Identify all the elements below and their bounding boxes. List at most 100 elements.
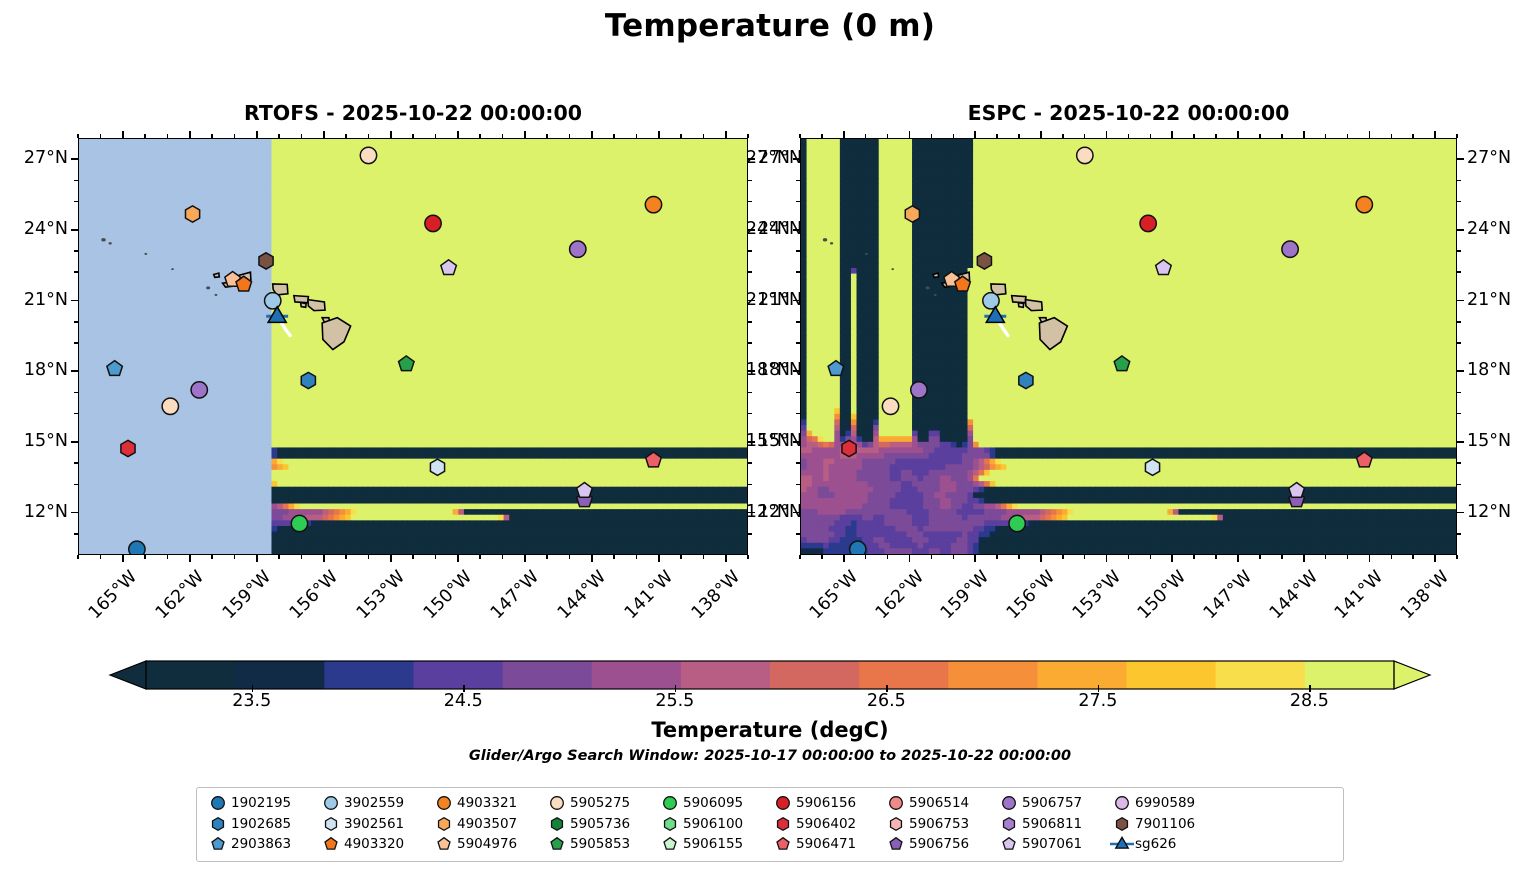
x-tick-major-top	[590, 131, 593, 138]
y-tick-minor	[748, 179, 752, 182]
legend-item-label: 5905853	[570, 836, 631, 853]
x-tick-major	[974, 555, 977, 562]
y-tick-label: 24°N	[23, 218, 68, 239]
legend-item-2903863[interactable]: 2903863	[205, 835, 318, 853]
legend-item-5904976[interactable]: 5904976	[431, 835, 544, 853]
triangle-marker-icon	[1109, 835, 1135, 853]
legend-item-sg626[interactable]: sg626	[1109, 835, 1222, 853]
hexagon-marker-icon	[431, 815, 457, 833]
panel-title-rtofs: RTOFS - 2025-10-22 00:00:00	[243, 101, 583, 125]
hexagon-marker-icon	[544, 815, 570, 833]
legend-item-5906811[interactable]: 5906811	[996, 815, 1109, 833]
platform-legend[interactable]: 1902195 3902559 4903321 5905275 5906095 59061…	[196, 787, 1344, 862]
hexagon-marker-icon	[996, 815, 1022, 833]
legend-item-5906402[interactable]: 5906402	[770, 815, 883, 833]
x-tick-major-top	[389, 131, 392, 138]
x-tick-minor	[1259, 555, 1261, 559]
search-window-text: Glider/Argo Search Window: 2025-10-17 00…	[468, 748, 1072, 764]
legend-item-4903321[interactable]: 4903321	[431, 794, 544, 812]
legend-item-3902559[interactable]: 3902559	[318, 794, 431, 812]
x-tick-major-top	[322, 131, 325, 138]
legend-item-5905736[interactable]: 5905736	[544, 815, 657, 833]
x-tick-label: 153°W	[1068, 567, 1125, 624]
y-tick-minor	[1457, 462, 1461, 464]
x-tick-label: 138°W	[687, 567, 744, 624]
legend-item-5905853[interactable]: 5905853	[544, 835, 657, 853]
hexagon-marker-icon	[883, 815, 909, 833]
x-tick-major	[523, 555, 526, 562]
legend-item-label: sg626	[1135, 836, 1177, 853]
x-tick-major-top	[908, 131, 911, 138]
y-tick-minor	[748, 200, 752, 203]
legend-item-5906156[interactable]: 5906156	[770, 794, 883, 812]
colorbar[interactable]: 23.5 24.5 25.5 26.5 27.5 28.5	[108, 660, 1432, 711]
x-tick-major-top	[188, 131, 191, 138]
legend-item-5906756[interactable]: 5906756	[883, 835, 996, 853]
x-tick-label: 141°W	[1331, 567, 1388, 624]
y-tick-label: 27°N	[1467, 148, 1512, 169]
x-tick-minor	[300, 555, 303, 559]
legend-item-5906753[interactable]: 5906753	[883, 815, 996, 833]
x-tick-minor	[886, 555, 889, 559]
legend-item-4903320[interactable]: 4903320	[318, 835, 431, 853]
x-tick-minor	[412, 555, 414, 559]
legend-item-4903507[interactable]: 4903507	[431, 815, 544, 833]
y-tick-major	[793, 228, 800, 231]
colorbar-gradient	[108, 660, 1432, 690]
legend-item-5907061[interactable]: 5907061	[996, 835, 1109, 853]
x-tick-minor	[434, 555, 437, 559]
y-tick-major	[793, 370, 800, 373]
legend-item-5906095[interactable]: 5906095	[657, 794, 770, 812]
x-tick-major-top	[523, 131, 526, 138]
colorbar-tick-label: 23.5	[232, 691, 272, 711]
temperature-field-rtofs	[79, 139, 747, 554]
y-tick-minor	[1457, 342, 1461, 344]
colorbar-tick	[674, 685, 677, 692]
x-tick-minor	[1412, 555, 1414, 559]
y-tick-major	[748, 511, 755, 514]
legend-item-5906514[interactable]: 5906514	[883, 794, 996, 812]
circle-marker-icon	[544, 794, 570, 812]
pentagon-marker-icon	[544, 835, 570, 853]
x-tick-label: 156°W	[1002, 567, 1060, 624]
legend-item-5906757[interactable]: 5906757	[996, 794, 1109, 812]
map-panel-rtofs[interactable]	[78, 138, 748, 555]
legend-item-5906100[interactable]: 5906100	[657, 815, 770, 833]
legend-item-5906471[interactable]: 5906471	[770, 835, 883, 853]
map-panel-espc[interactable]	[800, 138, 1457, 555]
y-tick-minor	[1457, 532, 1461, 535]
x-tick-minor	[546, 555, 548, 559]
y-tick-major	[748, 441, 755, 443]
colorbar-tick	[463, 685, 465, 692]
x-tick-major-top	[1302, 131, 1305, 138]
x-tick-label: 162°W	[871, 567, 928, 624]
legend-item-7901106[interactable]: 7901106	[1109, 815, 1222, 833]
x-tick-minor	[1149, 555, 1152, 559]
legend-item-1902195[interactable]: 1902195	[205, 794, 318, 812]
legend-item-6990589[interactable]: 6990589	[1109, 794, 1222, 812]
legend-item-5905275[interactable]: 5905275	[544, 794, 657, 812]
x-tick-major-top	[1368, 131, 1371, 138]
legend-item-label: 5907061	[1022, 836, 1083, 853]
y-tick-minor	[748, 412, 752, 415]
hexagon-marker-icon	[318, 815, 344, 833]
y-tick-label: 18°N	[1467, 360, 1512, 381]
legend-item-5906155[interactable]: 5906155	[657, 835, 770, 853]
y-tick-label: 21°N	[23, 289, 68, 310]
legend-item-3902561[interactable]: 3902561	[318, 815, 431, 833]
x-tick-minor	[821, 555, 823, 559]
colorbar-tick-label: 28.5	[1289, 691, 1329, 711]
y-tick-major	[793, 158, 800, 161]
colorbar-label: Temperature (degC)	[651, 718, 889, 742]
x-tick-minor	[1390, 555, 1393, 559]
colorbar-tick-label: 24.5	[443, 691, 483, 711]
x-tick-label: 156°W	[285, 567, 342, 624]
y-tick-label: 18°N	[23, 360, 68, 381]
x-tick-minor	[166, 555, 169, 559]
x-tick-minor	[501, 555, 504, 559]
x-tick-major-top	[842, 131, 845, 138]
legend-item-1902685[interactable]: 1902685	[205, 815, 318, 833]
colorbar-tick-label: 27.5	[1078, 691, 1118, 711]
y-tick-major	[748, 370, 755, 373]
legend-item-label: 5906156	[796, 795, 857, 812]
